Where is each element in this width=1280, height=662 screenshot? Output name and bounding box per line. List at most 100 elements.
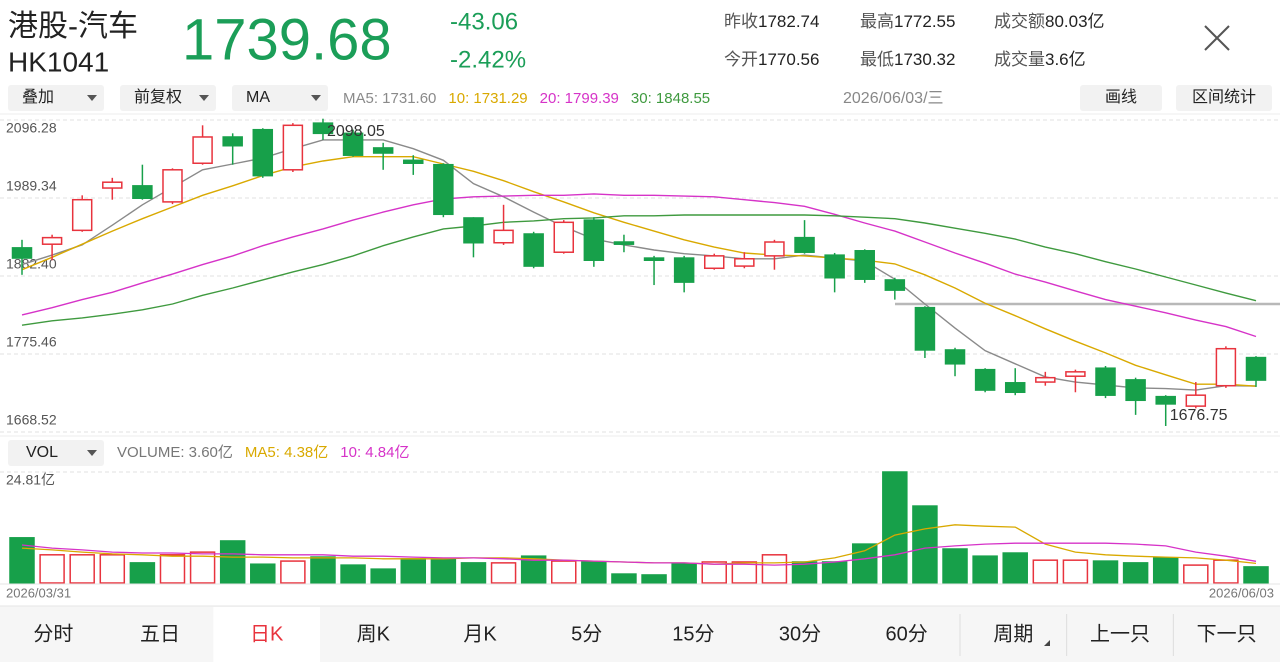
volume-bar [942, 548, 968, 584]
ma-line [21, 214, 1257, 326]
stat-value: 1730.32 [894, 50, 955, 69]
tab-selected-bg [213, 607, 320, 662]
extreme-label: 1676.75 [1170, 407, 1228, 424]
toolbar-button[interactable]: 区间统计 [1176, 85, 1272, 111]
candle-body [342, 132, 364, 156]
candle-body [252, 128, 274, 177]
chart-date: 2026/06/03/三 [843, 90, 944, 107]
tab[interactable]: 月K [463, 623, 497, 645]
candle-body [1155, 395, 1176, 405]
dropdown[interactable]: 前复权 [120, 85, 216, 111]
stat-label: 今开 [724, 50, 758, 69]
toolbar-button[interactable]: 画线 [1080, 85, 1162, 111]
tab[interactable]: 15分 [672, 622, 714, 645]
tab[interactable]: 日K [213, 607, 320, 662]
last-price: 1739.68 [182, 7, 392, 72]
volume-bar [611, 573, 637, 584]
dropdown-label: 叠加 [22, 88, 54, 106]
candle-body [944, 349, 966, 365]
stat-label: 最高 [860, 12, 894, 31]
dropdown-label: MA [246, 89, 270, 106]
close-button[interactable] [1204, 25, 1230, 51]
y-tick-label: 1668.52 [6, 412, 57, 428]
candle-body [222, 136, 243, 147]
volume-bar [280, 560, 306, 584]
y-tick-label: 1989.34 [6, 178, 57, 194]
tab[interactable]: 30分 [779, 622, 821, 645]
candle-body [1185, 394, 1207, 407]
candle-body [613, 241, 635, 245]
candle-body [1035, 376, 1056, 383]
tab[interactable]: 分时 [33, 622, 73, 645]
volume-bar [430, 558, 457, 584]
dropdown[interactable]: 叠加 [8, 85, 104, 111]
tab[interactable]: 周期 [959, 614, 1050, 656]
dropdown[interactable]: MA [232, 85, 328, 111]
candle-body [884, 279, 906, 291]
tab-label: 月K [463, 623, 497, 645]
tab[interactable]: 上一只 [1066, 614, 1150, 656]
volume-bar [791, 561, 818, 584]
indicator-dropdown[interactable]: VOL [8, 440, 104, 466]
volume-bar [310, 556, 336, 584]
candle-body [192, 136, 213, 164]
stat-value: 1770.56 [758, 50, 819, 69]
stat-value: 1772.55 [894, 12, 955, 31]
legend-entry: MA5: 1731.60 [343, 90, 436, 107]
candle-body [914, 306, 936, 351]
candle-body [1245, 356, 1267, 381]
tab-label: 5分 [571, 622, 602, 645]
dropdown-arrow [87, 450, 97, 456]
stock-code: HK1041 [8, 46, 109, 77]
dropdown-box [232, 85, 328, 111]
volume-bar [1152, 557, 1179, 584]
volume-bar [9, 537, 35, 584]
tab-label: 上一只 [1090, 622, 1150, 645]
tab[interactable]: 五日 [140, 623, 180, 645]
volume-bar [490, 562, 517, 584]
volume-bar [69, 554, 95, 584]
dropdown-label: 前复权 [134, 88, 182, 106]
tab-label: 周K [357, 623, 391, 645]
tab[interactable]: 周K [357, 623, 391, 645]
candle-body [162, 169, 183, 203]
volume-bar [912, 505, 938, 584]
tab-label: 60分 [886, 622, 928, 645]
tab-label: 日K [250, 623, 284, 645]
dropdown-box [120, 85, 216, 111]
dropdown-box [8, 85, 104, 111]
dropdown-box [8, 440, 104, 466]
volume-bar [340, 564, 366, 584]
tab-bar [0, 606, 1280, 662]
stat: 成交额80.03亿 [994, 12, 1105, 31]
dropdown-label: VOL [26, 444, 58, 461]
volume-bar [99, 554, 126, 584]
tab[interactable]: 下一只 [1172, 614, 1257, 656]
candle-body [11, 247, 33, 259]
candle-body [102, 181, 123, 189]
tab-label: 周期 [993, 623, 1033, 645]
button-box [1080, 85, 1162, 111]
candle-body [734, 258, 755, 267]
volume-bar [159, 554, 186, 584]
button-box [1176, 85, 1272, 111]
candle-body [403, 159, 424, 164]
tab[interactable]: 5分 [571, 622, 602, 645]
candle-body [974, 368, 996, 391]
volume-bar [1032, 559, 1059, 584]
legend-entry: VOLUME: 3.60亿 [117, 444, 233, 461]
stat: 昨收1782.74 [724, 12, 819, 31]
volume-bar [551, 560, 577, 584]
stat: 今开1770.56 [724, 50, 819, 69]
candle-body [282, 124, 304, 171]
tab[interactable]: 60分 [886, 622, 928, 645]
volume-bar [972, 555, 998, 584]
candle-body [41, 236, 63, 245]
candle-body [583, 219, 605, 261]
x-tick-label: 2026/03/31 [6, 585, 71, 600]
volume-bar [219, 540, 246, 584]
stat-value: 1782.74 [758, 12, 819, 31]
y-tick-label: 1882.40 [6, 256, 57, 272]
candle-body [1095, 367, 1116, 396]
